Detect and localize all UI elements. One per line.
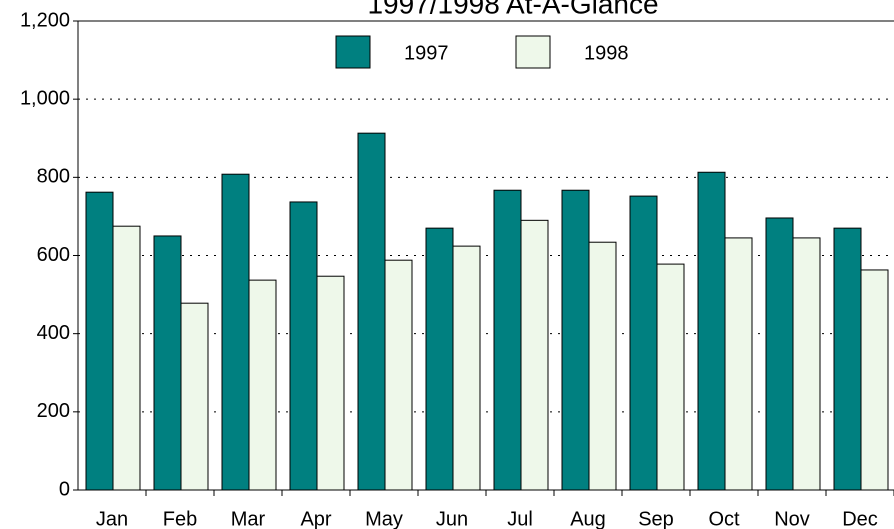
bar <box>833 227 862 491</box>
bar <box>656 263 685 491</box>
bar <box>112 225 141 491</box>
y-tick-label: 1,000 <box>20 87 70 109</box>
chart-title: 1997/1998 At-A-Glance <box>367 0 658 19</box>
bar <box>221 173 250 491</box>
bar <box>153 235 182 491</box>
x-tick-label: Sep <box>638 508 674 529</box>
legend-swatch <box>335 35 371 69</box>
bar <box>588 241 617 491</box>
x-tick-label: Aug <box>570 508 606 529</box>
bar <box>724 237 753 491</box>
bar <box>289 201 318 491</box>
bar <box>316 275 345 491</box>
x-tick-label: Mar <box>231 508 266 529</box>
bar <box>561 189 590 491</box>
x-tick-label: Jul <box>507 508 533 529</box>
bar <box>85 191 114 491</box>
y-tick-label: 400 <box>37 322 70 344</box>
bar <box>792 237 821 491</box>
x-tick-label: Jun <box>436 508 468 529</box>
y-tick-label: 0 <box>59 478 70 500</box>
x-tick-label: Apr <box>300 508 331 529</box>
y-tick-label: 800 <box>37 166 70 188</box>
bar <box>357 132 386 491</box>
bar <box>765 217 794 491</box>
legend-swatch <box>515 35 551 69</box>
bar <box>425 227 454 491</box>
y-tick-label: 600 <box>37 244 70 266</box>
bar <box>697 171 726 491</box>
x-tick-label: May <box>365 508 403 529</box>
legend-label: 1997 <box>404 42 449 64</box>
x-tick-label: Jan <box>96 508 128 529</box>
bar <box>520 219 549 491</box>
x-tick-label: Nov <box>774 508 810 529</box>
x-tick-label: Feb <box>163 508 197 529</box>
legend-label: 1998 <box>584 42 629 64</box>
bar <box>384 259 413 491</box>
bar <box>248 279 277 491</box>
y-tick-label: 1,200 <box>20 9 70 31</box>
x-tick-label: Dec <box>842 508 878 529</box>
bar <box>180 302 209 491</box>
bar <box>629 195 658 491</box>
x-tick-label: Oct <box>708 508 740 529</box>
bar <box>452 245 481 491</box>
bar <box>860 269 889 491</box>
bar <box>493 189 522 491</box>
y-tick-label: 200 <box>37 400 70 422</box>
